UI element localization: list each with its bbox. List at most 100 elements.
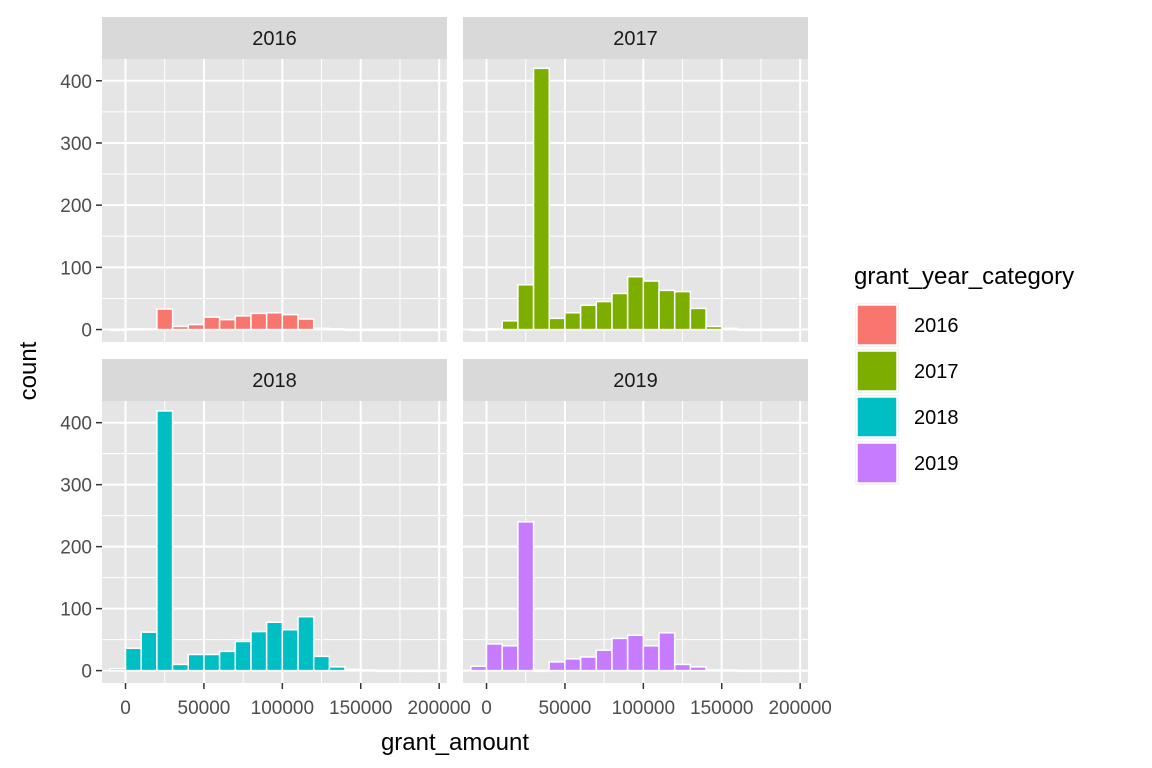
histogram-bar	[626, 634, 645, 672]
y-tick-label: 0	[81, 321, 92, 342]
histogram-bar	[705, 669, 723, 672]
y-tick-label: 100	[60, 258, 92, 279]
histogram-bar	[328, 666, 346, 672]
histogram-bar	[517, 521, 535, 672]
legend-item-label: 2018	[914, 407, 959, 429]
histogram-bar	[752, 328, 770, 332]
legend-item-2017: 2017	[855, 349, 959, 393]
facet-strip-label: 2017	[613, 28, 658, 50]
x-axis-title: grant_amount	[381, 729, 529, 756]
legend-title: grant_year_category	[854, 263, 1074, 290]
x-tick-label: 100000	[251, 698, 314, 719]
histogram-bar	[642, 645, 660, 672]
histogram-bar	[532, 669, 550, 673]
histogram-bar	[642, 280, 660, 331]
histogram-bar	[673, 290, 692, 331]
x-tick-label: 50000	[539, 698, 592, 719]
histogram-bars-2019	[470, 521, 801, 673]
histogram-bars-2018	[109, 410, 440, 673]
histogram-bar	[689, 307, 707, 331]
y-axis-title: count	[15, 341, 42, 400]
histogram-bar	[109, 328, 127, 332]
facet-strip	[463, 17, 808, 59]
histogram-bar	[360, 328, 378, 332]
histogram-bar	[297, 318, 315, 331]
facet-strip	[102, 17, 447, 59]
histogram-bar	[171, 663, 189, 672]
histogram-bar	[265, 312, 284, 331]
histogram-bar	[203, 316, 221, 331]
legend-item-label: 2017	[914, 361, 959, 383]
histogram-bar	[595, 649, 613, 672]
histogram-bar	[312, 655, 331, 672]
histogram-bar	[375, 328, 393, 332]
histogram-bar	[501, 320, 519, 331]
legend-key-swatch	[856, 396, 898, 438]
x-tick-label: 100000	[612, 698, 675, 719]
histogram-bar	[156, 308, 174, 331]
y-tick-label: 400	[60, 72, 92, 93]
histogram-bar	[250, 312, 268, 331]
histogram-bar	[391, 669, 409, 673]
histogram-bar	[265, 621, 284, 672]
histogram-bar	[532, 67, 550, 331]
histogram-bar	[407, 328, 425, 332]
histogram-bar	[140, 328, 158, 331]
facet-strip-label: 2016	[252, 28, 297, 50]
histogram-bar	[344, 328, 362, 332]
axes: 0 100 200 300 400 0 100 200 300 400 0 50000 100000 15…	[60, 72, 832, 719]
histogram-bar	[579, 304, 598, 331]
histogram-bar	[218, 650, 237, 672]
histogram-bar	[673, 663, 692, 672]
histogram-bar	[783, 328, 801, 332]
histogram-bar	[611, 292, 629, 331]
y-tick-label: 300	[60, 134, 92, 155]
x-tick-label: 0	[481, 698, 492, 719]
histogram-bar	[234, 640, 252, 672]
facet-strip	[102, 359, 447, 401]
histogram-bar	[124, 328, 142, 331]
histogram-bar	[297, 615, 315, 672]
histogram-bar	[344, 668, 362, 672]
histogram-bar	[281, 313, 299, 331]
histogram-bar	[281, 628, 299, 672]
y-tick-label: 100	[60, 600, 92, 621]
y-tick-label: 400	[60, 414, 92, 435]
legend-item-2016: 2016	[855, 303, 959, 347]
x-tick-label: 0	[120, 698, 131, 719]
histogram-bar	[391, 328, 409, 332]
histogram-bar	[768, 669, 786, 673]
histogram-bar	[203, 653, 221, 672]
histogram-bar	[705, 325, 723, 331]
legend-key-swatch	[856, 304, 898, 346]
histogram-bar	[124, 647, 142, 672]
facet-panel-2017: 2017	[446, 17, 808, 342]
histogram-bar	[626, 275, 645, 331]
histogram-bar	[752, 669, 770, 673]
histogram-bar	[109, 667, 127, 672]
legend-key-swatch	[856, 350, 898, 392]
x-tick-label: 50000	[178, 698, 231, 719]
histogram-bar	[328, 328, 346, 331]
legend: grant_year_category 2016 2017 2018 2019	[854, 263, 1074, 485]
legend-item-2018: 2018	[855, 395, 959, 439]
facet-panel-2018: 2018	[85, 359, 447, 683]
histogram-bar	[564, 658, 582, 672]
histogram-bar	[689, 666, 707, 672]
legend-item-2019: 2019	[855, 441, 959, 485]
histogram-bar	[721, 669, 739, 672]
histogram-bar	[548, 661, 566, 672]
x-tick-label: 200000	[768, 698, 831, 719]
histogram-bar	[360, 669, 378, 672]
histogram-bar	[736, 328, 754, 332]
facet-strip-label: 2019	[613, 370, 658, 392]
histogram-bar	[156, 410, 174, 672]
legend-item-label: 2019	[914, 453, 959, 475]
legend-item-label: 2016	[914, 315, 959, 337]
x-tick-label: 150000	[690, 698, 753, 719]
histogram-bar	[187, 653, 205, 672]
histogram-bar	[595, 300, 613, 331]
histogram-bar	[658, 632, 676, 672]
panel-background	[102, 59, 447, 342]
